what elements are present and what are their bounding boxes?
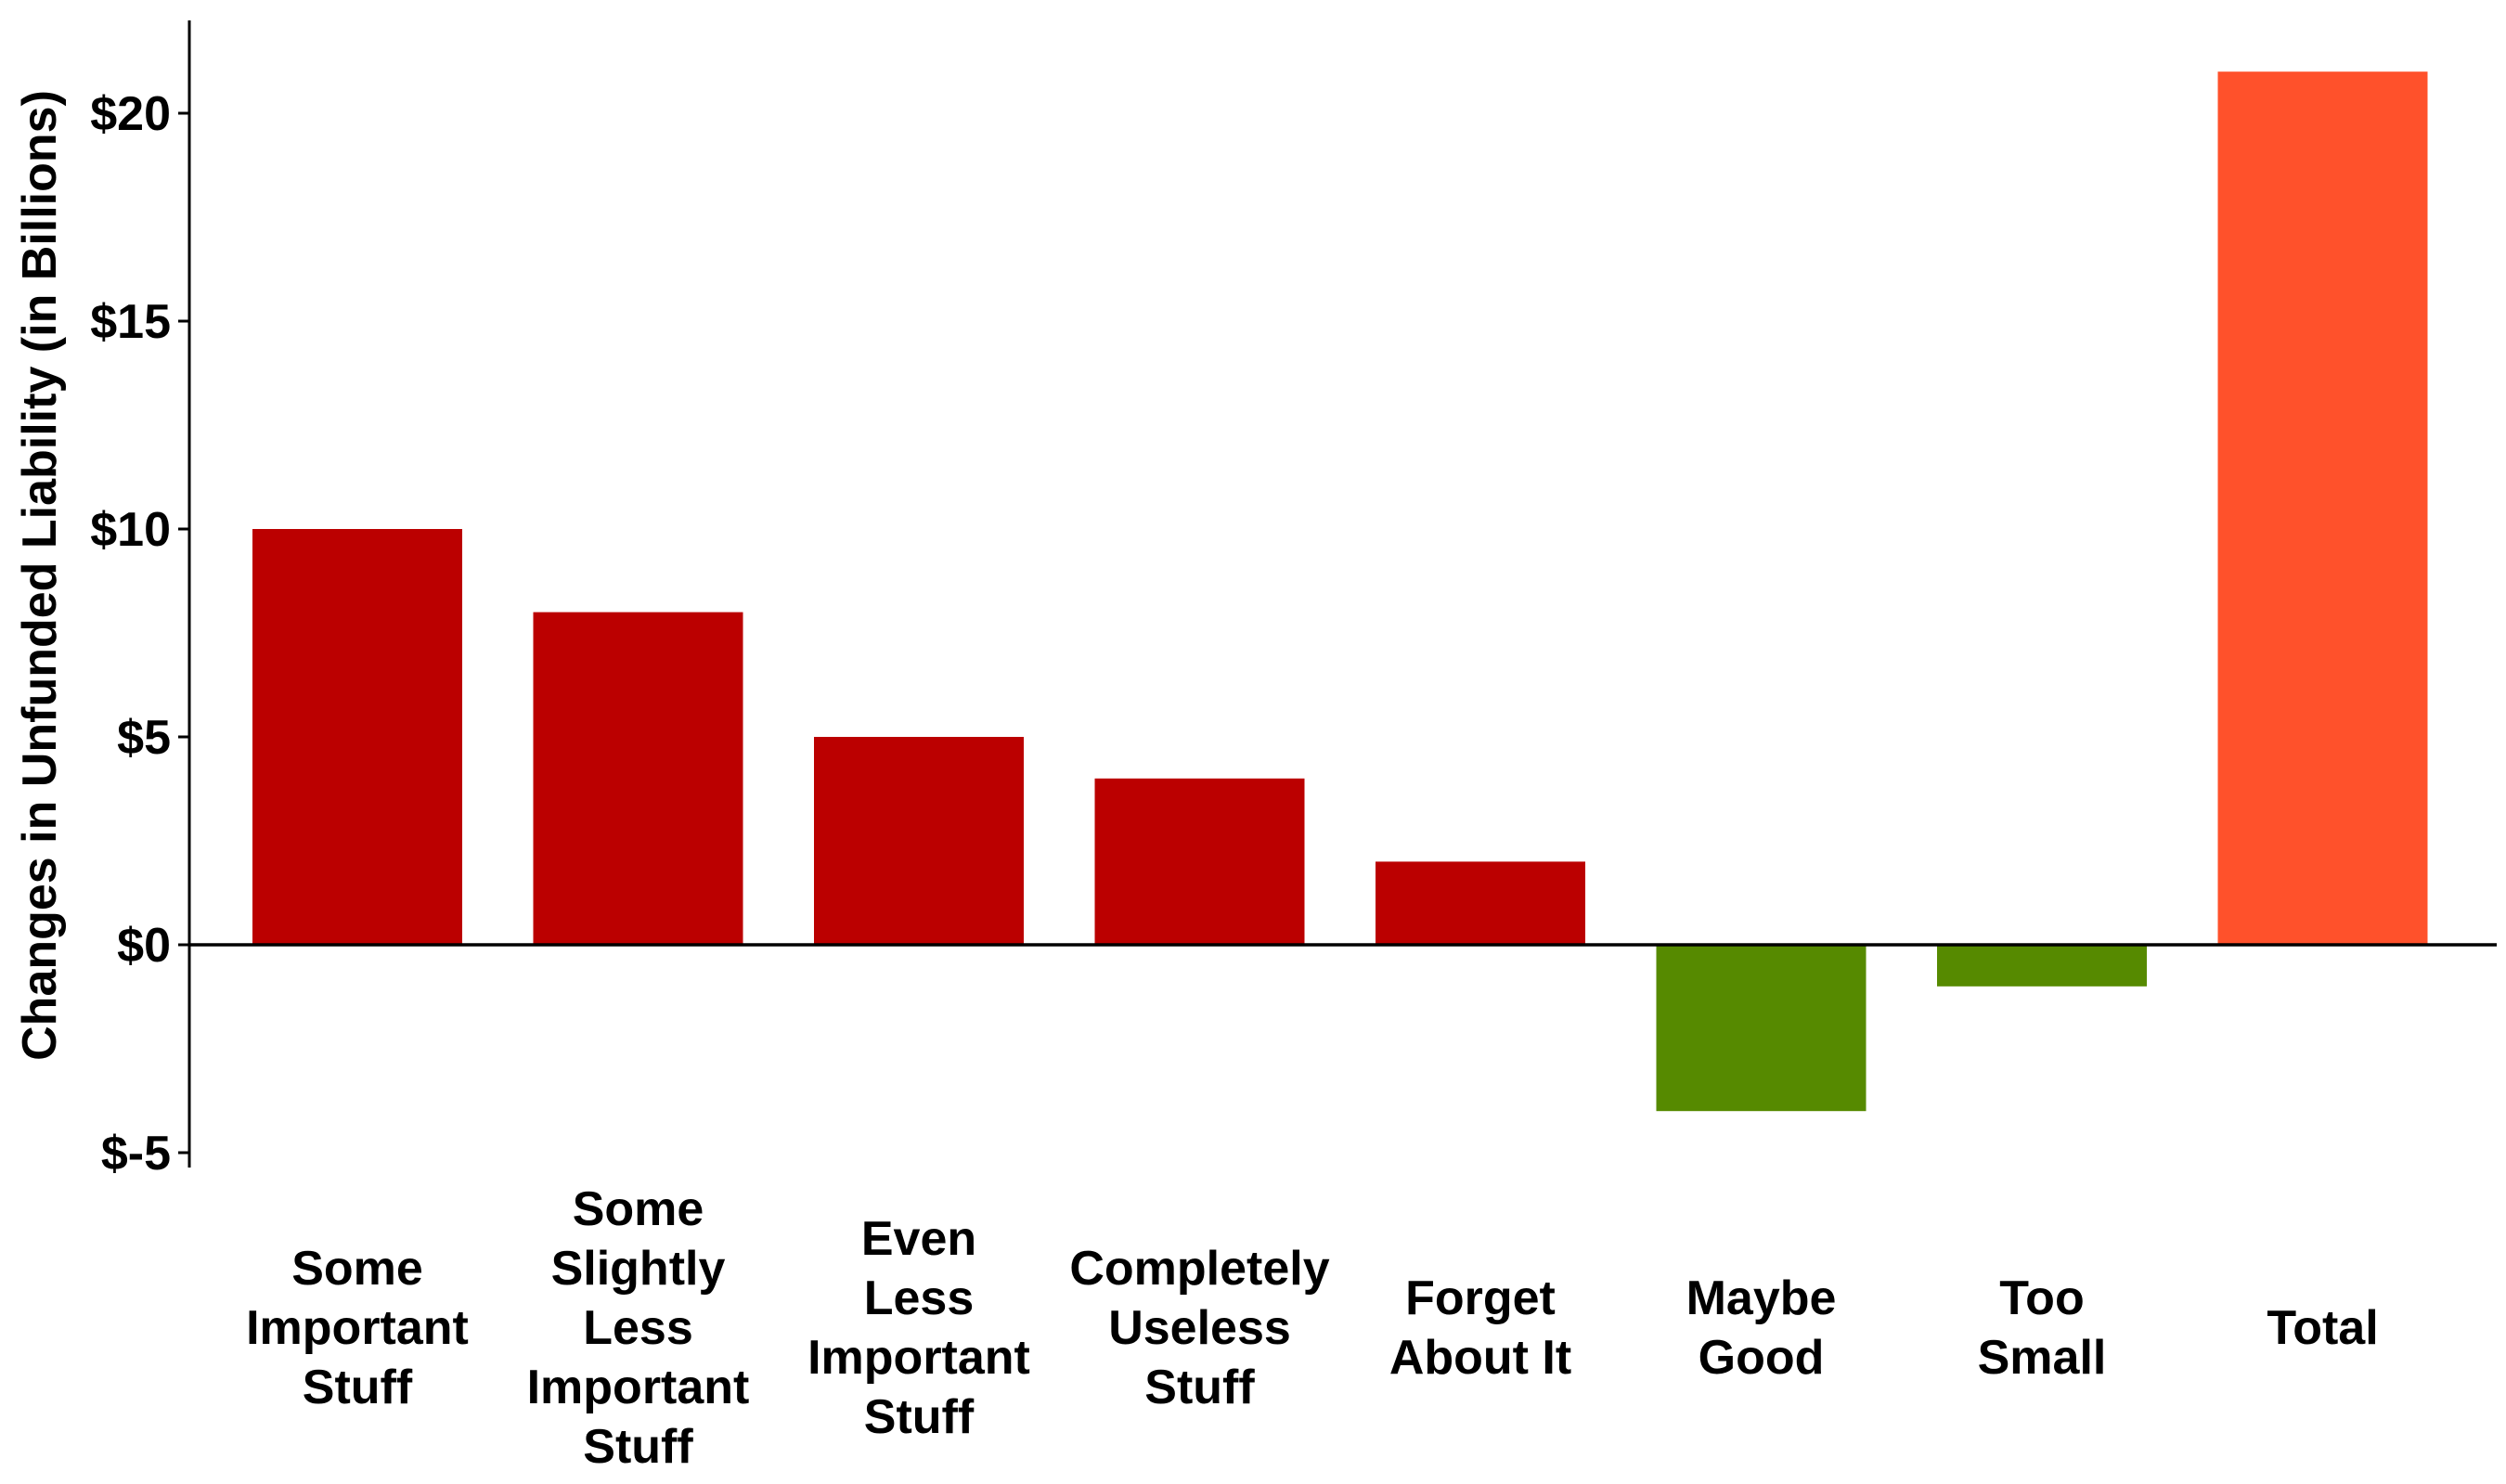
x-category-label-line: Useless xyxy=(1108,1301,1291,1355)
x-category-label-line: Good xyxy=(1699,1331,1825,1385)
x-category-label-line: Completely xyxy=(1069,1242,1329,1296)
y-tick-label: $-5 xyxy=(101,1127,171,1181)
y-tick-label: $20 xyxy=(90,87,171,141)
bars xyxy=(252,71,2428,1112)
x-category-label-line: Slightly xyxy=(551,1242,726,1296)
bar-increase xyxy=(1094,778,1305,945)
x-category-label-line: Important xyxy=(807,1331,1030,1385)
bar-total xyxy=(2217,71,2428,945)
x-category-label: Too Small xyxy=(1978,1271,2107,1385)
x-category-label-line: Stuff xyxy=(303,1361,413,1414)
x-category-label-line: Forget xyxy=(1405,1271,1556,1325)
x-category-label-line: Total xyxy=(2267,1301,2378,1355)
x-category-label-line: Important xyxy=(527,1361,750,1414)
y-tick-label: $0 xyxy=(117,919,171,973)
bar-increase xyxy=(533,612,743,945)
bar-decrease xyxy=(1656,945,1867,1112)
x-category-label: Total xyxy=(2267,1301,2378,1355)
x-category-label-line: Less xyxy=(583,1301,693,1355)
x-category-label-line: Important xyxy=(246,1301,469,1355)
x-category-label-line: Too xyxy=(1999,1271,2084,1325)
bar-increase xyxy=(1376,861,1585,945)
x-category-label-line: About It xyxy=(1389,1331,1571,1385)
x-category-label-line: Stuff xyxy=(1144,1361,1255,1414)
x-category-label-line: Stuff xyxy=(583,1420,693,1474)
x-category-label-line: Some xyxy=(573,1182,704,1236)
x-category-label: Forget About It xyxy=(1389,1271,1571,1385)
x-category-label-line: Small xyxy=(1978,1331,2107,1385)
x-category-label-line: Stuff xyxy=(864,1390,975,1444)
bar-decrease xyxy=(1937,945,2147,987)
bar-increase xyxy=(814,737,1024,945)
bar-increase xyxy=(252,529,462,945)
x-category-label-line: Maybe xyxy=(1686,1271,1837,1325)
x-category-label-line: Even xyxy=(861,1212,976,1266)
x-category-label-line: Less xyxy=(864,1271,975,1325)
y-axis-title: Changes in Unfunded Liability (in Billio… xyxy=(13,90,67,1061)
y-axis: $-5 $0 $5 $10 $15 $20 xyxy=(90,20,191,1181)
x-axis-labels: SomeImportantStuffSomeSlightlyLessImport… xyxy=(246,1182,2379,1474)
y-tick-label: $5 xyxy=(117,711,171,765)
y-tick-label: $10 xyxy=(90,503,171,557)
y-tick-label: $15 xyxy=(90,295,171,349)
x-category-label-line: Some xyxy=(291,1242,423,1296)
x-category-label: Maybe Good xyxy=(1686,1271,1837,1385)
